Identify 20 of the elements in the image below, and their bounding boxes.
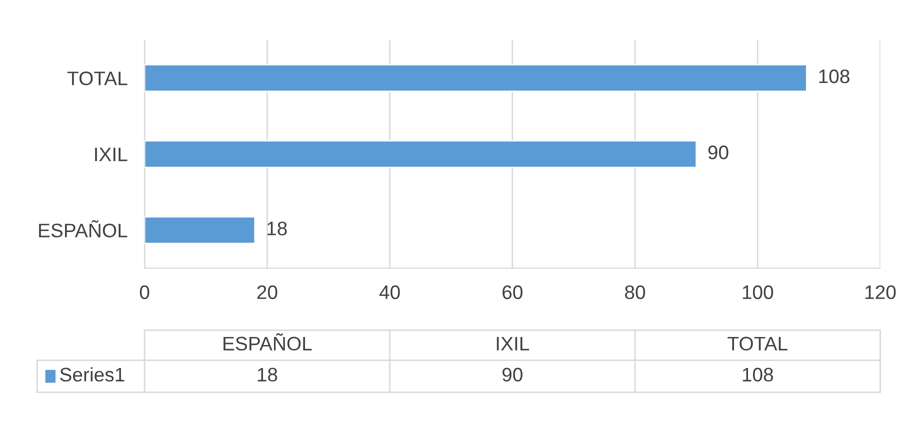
x-tick-label: 120 — [865, 285, 896, 300]
category-label: TOTAL — [728, 336, 788, 351]
x-tick-label: 100 — [742, 285, 774, 300]
x-tick-label: 60 — [502, 285, 522, 300]
legend-label: Series1 — [60, 367, 124, 382]
x-tick-label: 40 — [379, 285, 400, 300]
text: 90 — [502, 368, 522, 382]
x-tick-label: 80 — [625, 285, 646, 300]
y-tick-label: TOTAL — [67, 71, 128, 86]
x-tick-label: 0 — [140, 285, 150, 300]
text: 108 — [742, 368, 773, 382]
text: 18 — [258, 368, 278, 382]
y-tick-label: IXIL — [95, 148, 128, 162]
data-label: 108 — [819, 69, 850, 84]
category-label: ESPAÑOL — [224, 333, 312, 351]
x-tick-label: 20 — [257, 285, 278, 300]
category-label: IXIL — [496, 336, 530, 350]
data-label: 90 — [708, 146, 728, 160]
y-tick-label: ESPAÑOL — [39, 220, 128, 238]
data-label: 18 — [268, 222, 287, 236]
